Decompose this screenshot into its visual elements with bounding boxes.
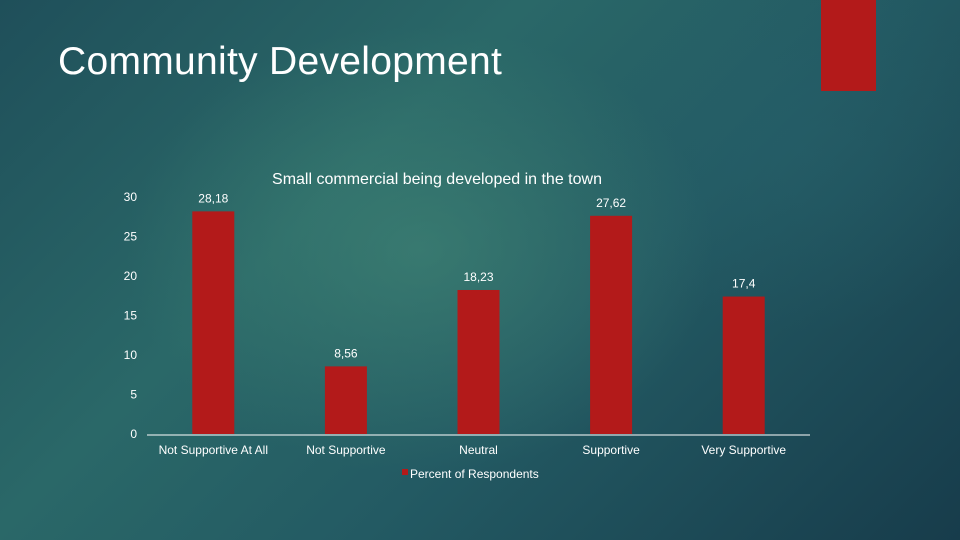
- x-axis: Not Supportive At All Not Supportive Neutr…: [147, 434, 810, 457]
- x-category-label: Not Supportive: [306, 443, 386, 457]
- legend-label: Percent of Respondents: [410, 467, 539, 481]
- accent-block: [821, 0, 876, 91]
- bar: [192, 211, 235, 434]
- x-category-label: Neutral: [459, 443, 498, 457]
- x-category-label: Not Supportive At All: [159, 443, 268, 457]
- y-tick-label: 5: [130, 388, 137, 402]
- data-labels: 28,18 8,56 18,23 27,62 17,4: [198, 191, 755, 360]
- y-tick-label: 30: [124, 190, 138, 204]
- bar: [324, 366, 367, 434]
- legend: Percent of Respondents: [402, 467, 539, 481]
- y-tick-label: 25: [124, 230, 138, 244]
- y-tick-label: 20: [124, 269, 138, 283]
- y-axis: 0 5 10 15 20 25 30: [124, 190, 138, 441]
- bar: [590, 215, 633, 434]
- x-category-label: Supportive: [582, 443, 640, 457]
- data-label: 18,23: [463, 270, 493, 284]
- chart-title: Small commercial being developed in the …: [272, 171, 602, 188]
- y-tick-label: 15: [124, 309, 138, 323]
- x-category-label: Very Supportive: [701, 443, 786, 457]
- y-tick-label: 10: [124, 348, 138, 362]
- bars: [192, 211, 765, 434]
- data-label: 27,62: [596, 196, 626, 210]
- slide-title: Community Development: [58, 40, 503, 83]
- bar: [457, 289, 500, 434]
- data-label: 17,4: [732, 277, 756, 291]
- legend-swatch: [402, 469, 408, 475]
- data-label: 28,18: [198, 191, 228, 205]
- y-tick-label: 0: [130, 427, 137, 441]
- data-label: 8,56: [334, 346, 358, 360]
- bar: [722, 296, 765, 434]
